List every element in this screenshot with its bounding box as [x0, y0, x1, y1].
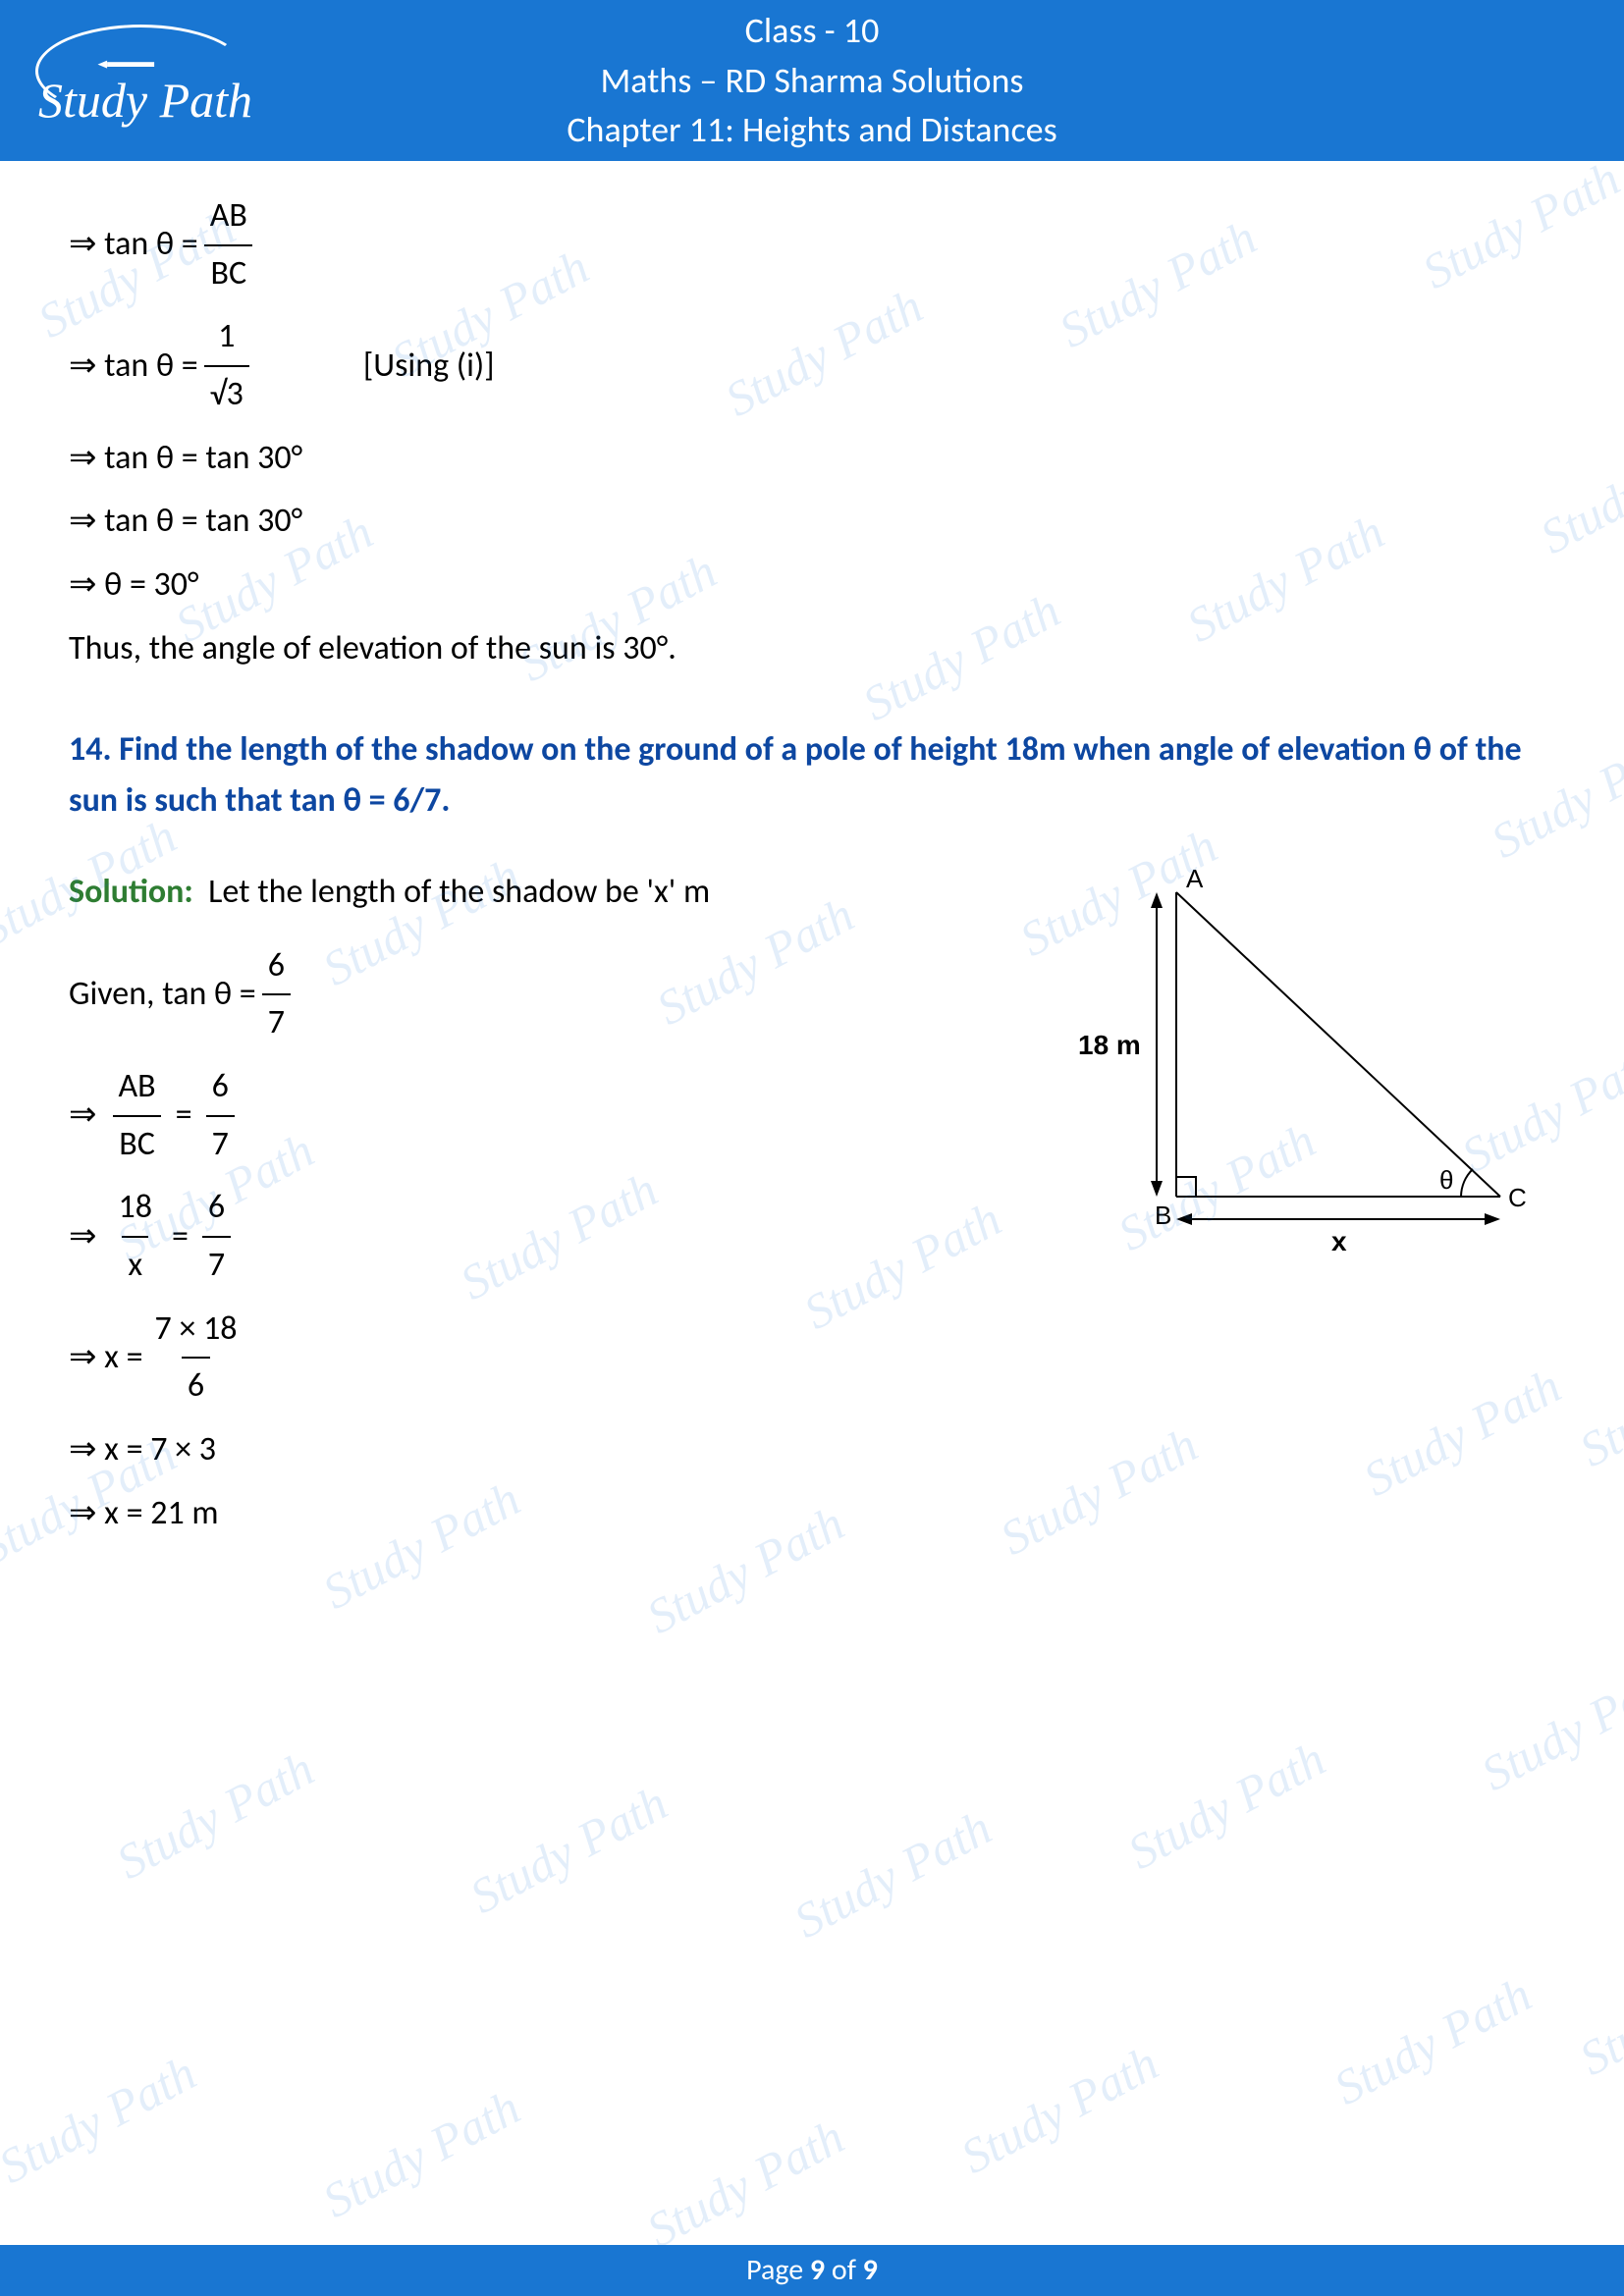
eq14-s5: ⇒ x = 21 m: [69, 1488, 1009, 1540]
fraction: 1 √3: [204, 311, 249, 420]
watermark-text: Study Path: [1472, 1651, 1624, 1802]
eq13-step4: ⇒ tan θ = tan 30°: [69, 496, 1549, 548]
logo: Study Path: [35, 25, 261, 137]
footer-page-num: 9: [810, 2252, 825, 2288]
eq-note: [Using (i)]: [363, 341, 495, 393]
denominator: BC: [204, 244, 252, 300]
arrow-icon: ⇒: [69, 1211, 97, 1263]
solution-14-block: Solution: Let the length of the shadow b…: [69, 855, 1549, 1552]
denominator: √3: [204, 365, 249, 421]
watermark-text: Study Path: [1570, 1936, 1624, 2087]
header-title-block: Class - 10 Maths – RD Sharma Solutions C…: [261, 6, 1363, 154]
footer-total: 9: [863, 2252, 878, 2288]
eq13-step1: ⇒ tan θ = AB BC: [69, 190, 1549, 299]
eq14-given: Given, tan θ = 6 7: [69, 940, 1009, 1049]
eq-sign: =: [176, 1090, 192, 1142]
eq-text: ⇒ tan θ =: [69, 341, 198, 393]
watermark-text: Study Path: [1118, 1730, 1334, 1881]
height-label: 18 m: [1078, 1030, 1141, 1060]
watermark-text: Study Path: [951, 2034, 1167, 2185]
denominator: 6: [182, 1357, 210, 1413]
header-chapter: Chapter 11: Heights and Distances: [261, 105, 1363, 154]
eq14-s2: ⇒ 18 x = 6 7: [69, 1182, 1009, 1291]
angle-label: θ: [1439, 1165, 1453, 1195]
fraction: AB BC: [113, 1061, 162, 1170]
numerator: AB: [204, 190, 253, 244]
fraction: 6 7: [202, 1182, 231, 1291]
fraction: 6 7: [262, 940, 291, 1049]
base-label: x: [1331, 1226, 1347, 1256]
fraction: AB BC: [204, 190, 253, 299]
eq-sign: =: [172, 1211, 189, 1263]
numerator: 18: [113, 1182, 158, 1236]
eq-text: ⇒ x =: [69, 1332, 143, 1384]
watermark-text: Study Path: [107, 1739, 323, 1891]
watermark-text: Study Path: [0, 2044, 205, 2195]
watermark-text: Study Path: [1325, 1965, 1541, 2116]
watermark-text: Study Path: [313, 2078, 529, 2229]
eq13-step5: ⇒ θ = 30°: [69, 560, 1549, 612]
numerator: 1: [212, 311, 241, 365]
footer-mid: of: [825, 2252, 863, 2288]
numerator: 6: [262, 940, 291, 994]
denominator: BC: [113, 1115, 161, 1171]
denominator: 7: [262, 993, 291, 1049]
page-content: ⇒ tan θ = AB BC ⇒ tan θ = 1 √3 [Using (i…: [0, 161, 1624, 1551]
solution-intro: Solution: Let the length of the shadow b…: [69, 867, 1009, 919]
eq14-s4: ⇒ x = 7 × 3: [69, 1424, 1009, 1476]
fraction: 18 x: [113, 1182, 158, 1291]
eq14-s3: ⇒ x = 7 × 18 6: [69, 1304, 1009, 1413]
watermark-text: Study Path: [637, 2108, 853, 2259]
vertex-c-label: C: [1508, 1183, 1527, 1212]
fraction: 7 × 18 6: [149, 1304, 244, 1413]
denominator: 7: [202, 1236, 231, 1292]
fraction: 6 7: [206, 1061, 235, 1170]
numerator: 6: [206, 1061, 235, 1115]
solution-label: Solution:: [69, 867, 193, 919]
logo-text: Study Path: [38, 72, 252, 129]
pen-icon: [89, 59, 173, 71]
page-header: Study Path Class - 10 Maths – RD Sharma …: [0, 0, 1624, 161]
vertex-a-label: A: [1186, 864, 1204, 893]
vertex-b-label: B: [1155, 1201, 1171, 1230]
numerator: AB: [113, 1061, 162, 1115]
eq14-s1: ⇒ AB BC = 6 7: [69, 1061, 1009, 1170]
header-class: Class - 10: [261, 6, 1363, 55]
eq13-step2: ⇒ tan θ = 1 √3 [Using (i)]: [69, 311, 1549, 420]
triangle-diagram: A B C 18 m x θ: [1058, 863, 1530, 1275]
header-subject: Maths – RD Sharma Solutions: [261, 56, 1363, 105]
page-footer: Page 9 of 9: [0, 2245, 1624, 2296]
eq-text: ⇒ tan θ =: [69, 219, 198, 271]
question-14: 14. Find the length of the shadow on the…: [69, 724, 1549, 828]
solution-intro-text: Let the length of the shadow be 'x' m: [193, 867, 710, 919]
eq13-conclusion: Thus, the angle of elevation of the sun …: [69, 623, 1549, 675]
arrow-icon: ⇒: [69, 1090, 97, 1142]
solution-14-diagram: A B C 18 m x θ: [1058, 855, 1549, 1292]
eq-text: Given, tan θ =: [69, 969, 256, 1021]
numerator: 6: [202, 1182, 231, 1236]
numerator: 7 × 18: [149, 1304, 244, 1358]
denominator: x: [122, 1236, 148, 1292]
solution-14-text: Solution: Let the length of the shadow b…: [69, 855, 1009, 1552]
eq13-step3: ⇒ tan θ = tan 30°: [69, 433, 1549, 485]
watermark-text: Study Path: [460, 1774, 677, 1925]
footer-prefix: Page: [746, 2252, 810, 2288]
watermark-text: Study Path: [785, 1798, 1001, 1949]
denominator: 7: [206, 1115, 235, 1171]
